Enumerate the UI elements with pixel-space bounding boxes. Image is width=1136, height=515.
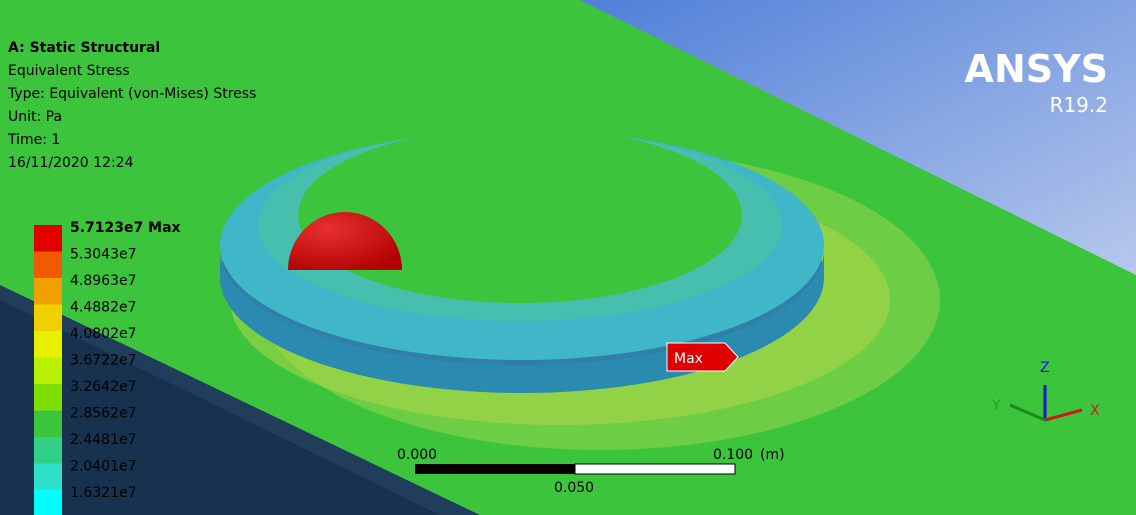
scale-middle: 0.050 bbox=[554, 480, 594, 496]
header-line: Equivalent Stress bbox=[8, 63, 130, 79]
probe-label: Max bbox=[674, 351, 703, 367]
header-line: Unit: Pa bbox=[8, 109, 62, 125]
legend-swatch bbox=[34, 331, 62, 358]
legend-label: 2.4481e7 bbox=[70, 432, 137, 448]
scale-end: 0.100 bbox=[713, 447, 753, 463]
legend-label: 4.8963e7 bbox=[70, 273, 137, 289]
legend-label: 1.6321e7 bbox=[70, 485, 137, 501]
logo-name: ANSYS bbox=[965, 47, 1108, 91]
header-line: 16/11/2020 12:24 bbox=[8, 155, 134, 171]
legend-swatch bbox=[34, 411, 62, 438]
header-line: A: Static Structural bbox=[8, 40, 160, 56]
legend-label: 4.0802e7 bbox=[70, 326, 137, 342]
legend-label: 2.8562e7 bbox=[70, 406, 137, 422]
y-label: Y bbox=[991, 398, 1001, 414]
legend-label: 3.6722e7 bbox=[70, 353, 137, 369]
scale-black bbox=[415, 464, 575, 474]
legend-swatch bbox=[34, 437, 62, 464]
legend-label: 4.4882e7 bbox=[70, 300, 137, 316]
ring-hole bbox=[298, 127, 742, 303]
z-label: Z bbox=[1040, 360, 1050, 376]
legend-swatch bbox=[34, 464, 62, 491]
legend-label: 3.2642e7 bbox=[70, 379, 137, 395]
legend-label: 2.0401e7 bbox=[70, 459, 137, 475]
legend-label: 5.3043e7 bbox=[70, 247, 137, 263]
header-line: Type: Equivalent (von-Mises) Stress bbox=[7, 86, 256, 102]
legend-swatch bbox=[34, 252, 62, 279]
legend-swatch bbox=[34, 384, 62, 411]
logo-version: R19.2 bbox=[1050, 93, 1108, 117]
legend-swatch bbox=[34, 490, 62, 515]
x-label: X bbox=[1090, 403, 1100, 419]
scale-start: 0.000 bbox=[397, 447, 437, 463]
legend-swatch bbox=[34, 278, 62, 305]
probe: Max bbox=[667, 343, 738, 371]
legend-label: 5.7123e7 Max bbox=[70, 220, 181, 236]
legend-swatch bbox=[34, 358, 62, 385]
scale-white bbox=[575, 464, 735, 474]
header-line: Time: 1 bbox=[7, 132, 60, 148]
viewport: Max A: Static Structural Equivalent Stres… bbox=[0, 0, 1136, 515]
scale-unit: (m) bbox=[760, 447, 785, 463]
legend-swatch bbox=[34, 305, 62, 332]
legend-swatch bbox=[34, 225, 62, 252]
